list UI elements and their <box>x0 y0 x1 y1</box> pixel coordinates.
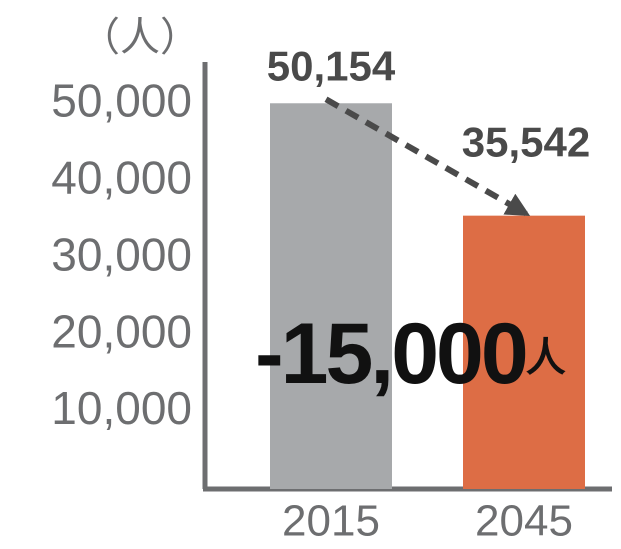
y-tick-label: 10,000 <box>51 382 192 434</box>
x-tick-label: 2015 <box>282 497 380 546</box>
bar <box>270 103 392 489</box>
y-axis-label: （人） <box>80 16 200 60</box>
annotation: -15,000人 <box>255 306 566 402</box>
y-tick-label: 20,000 <box>51 305 192 357</box>
value-label: 35,542 <box>462 119 590 166</box>
value-label: 50,154 <box>267 42 396 89</box>
y-tick-label: 30,000 <box>51 228 192 280</box>
x-tick-label: 2045 <box>475 497 573 546</box>
annotation-value: -15,000 <box>255 306 526 402</box>
annotation-unit: 人 <box>526 336 566 380</box>
y-tick-label: 40,000 <box>51 152 192 204</box>
bar <box>463 215 585 489</box>
y-tick-label: 50,000 <box>51 75 192 127</box>
trend-arrow <box>324 96 531 217</box>
